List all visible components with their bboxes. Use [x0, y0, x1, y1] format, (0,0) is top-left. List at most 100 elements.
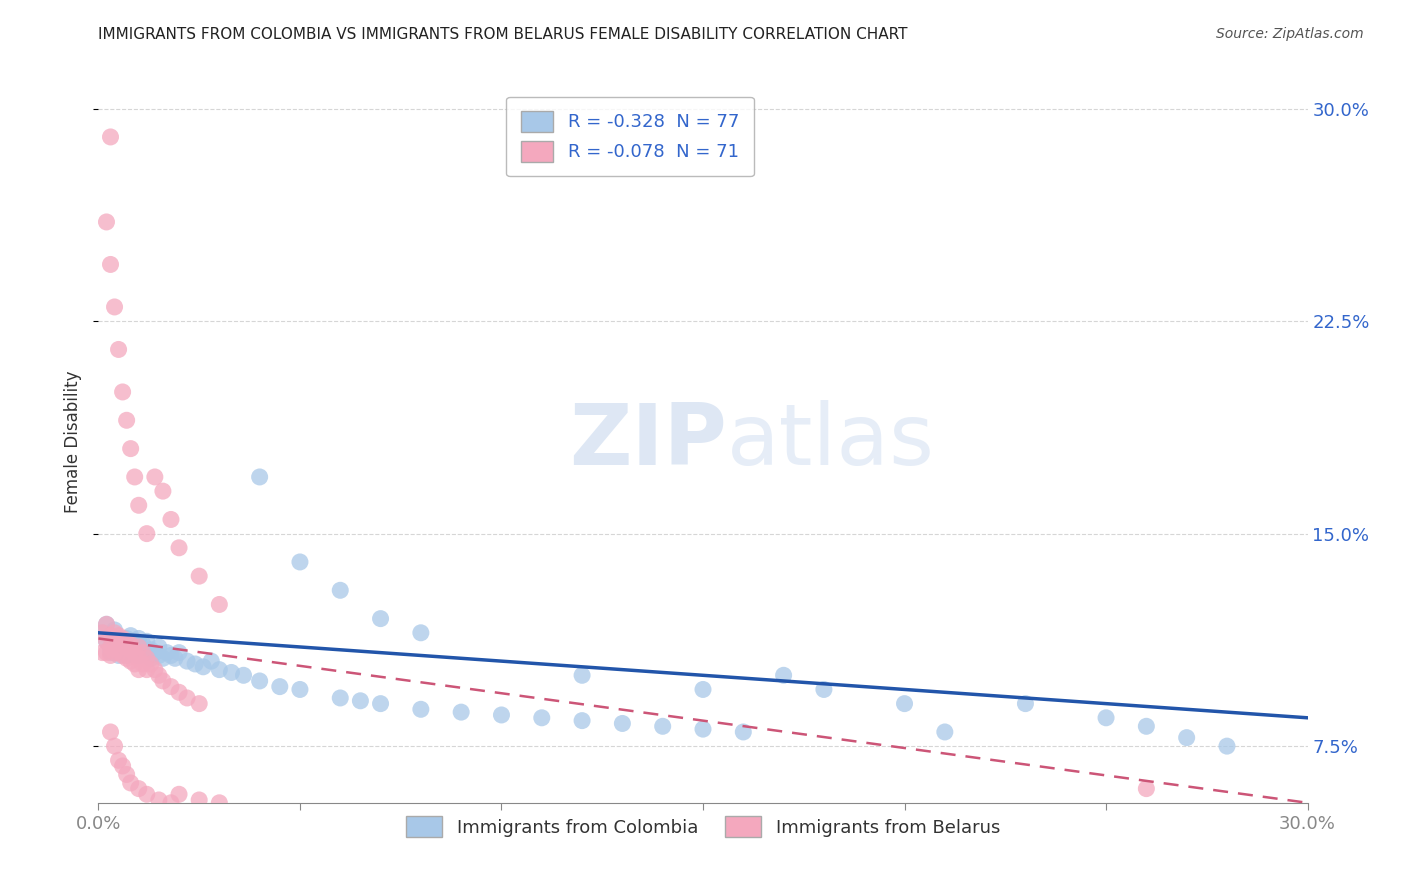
Point — [100, 257, 122, 271]
Point — [91, 646, 114, 660]
Point — [107, 634, 129, 648]
Point — [167, 646, 190, 660]
Point — [349, 694, 371, 708]
Point — [100, 629, 122, 643]
Point — [100, 648, 122, 663]
Point — [120, 637, 142, 651]
Point — [329, 583, 352, 598]
Point — [491, 708, 513, 723]
Point — [100, 640, 122, 654]
Point — [103, 646, 125, 660]
Point — [115, 640, 138, 654]
Point — [221, 665, 243, 680]
Point — [148, 793, 170, 807]
Point — [135, 634, 157, 648]
Point — [167, 541, 190, 555]
Point — [135, 526, 157, 541]
Point — [152, 484, 174, 499]
Point — [120, 776, 142, 790]
Point — [124, 470, 146, 484]
Point — [692, 722, 714, 736]
Point — [111, 632, 134, 646]
Point — [772, 668, 794, 682]
Point — [813, 682, 835, 697]
Point — [96, 617, 118, 632]
Point — [135, 651, 157, 665]
Point — [96, 215, 118, 229]
Point — [91, 625, 114, 640]
Point — [120, 637, 142, 651]
Point — [115, 413, 138, 427]
Point — [409, 625, 432, 640]
Point — [128, 663, 150, 677]
Point — [1135, 781, 1157, 796]
Point — [100, 725, 122, 739]
Point — [100, 640, 122, 654]
Point — [143, 646, 166, 660]
Point — [370, 697, 392, 711]
Point — [115, 640, 138, 654]
Point — [329, 690, 352, 705]
Point — [132, 646, 155, 660]
Point — [115, 767, 138, 781]
Point — [124, 646, 146, 660]
Point — [132, 646, 155, 660]
Text: atlas: atlas — [727, 400, 935, 483]
Point — [115, 651, 138, 665]
Point — [135, 663, 157, 677]
Point — [269, 680, 291, 694]
Point — [107, 632, 129, 646]
Point — [1216, 739, 1239, 753]
Point — [120, 646, 142, 660]
Point — [571, 714, 593, 728]
Point — [132, 657, 155, 671]
Point — [148, 640, 170, 654]
Point — [200, 654, 222, 668]
Point — [91, 625, 114, 640]
Point — [128, 781, 150, 796]
Point — [288, 682, 311, 697]
Point — [184, 657, 207, 671]
Point — [249, 470, 271, 484]
Point — [651, 719, 673, 733]
Point — [96, 634, 118, 648]
Point — [160, 512, 183, 526]
Point — [103, 625, 125, 640]
Point — [103, 739, 125, 753]
Point — [100, 130, 122, 145]
Point — [111, 634, 134, 648]
Point — [450, 705, 472, 719]
Point — [152, 673, 174, 688]
Point — [160, 680, 183, 694]
Point — [103, 637, 125, 651]
Text: IMMIGRANTS FROM COLOMBIA VS IMMIGRANTS FROM BELARUS FEMALE DISABILITY CORRELATIO: IMMIGRANTS FROM COLOMBIA VS IMMIGRANTS F… — [98, 27, 908, 42]
Point — [1095, 711, 1118, 725]
Point — [107, 648, 129, 663]
Point — [143, 470, 166, 484]
Point — [188, 793, 211, 807]
Point — [167, 787, 190, 801]
Point — [148, 668, 170, 682]
Point — [139, 651, 162, 665]
Point — [111, 646, 134, 660]
Point — [107, 629, 129, 643]
Y-axis label: Female Disability: Female Disability — [65, 370, 83, 513]
Point — [1014, 697, 1036, 711]
Point — [692, 682, 714, 697]
Point — [893, 697, 915, 711]
Point — [208, 663, 231, 677]
Point — [128, 640, 150, 654]
Point — [188, 569, 211, 583]
Point — [115, 648, 138, 663]
Point — [100, 646, 122, 660]
Point — [188, 697, 211, 711]
Point — [139, 642, 162, 657]
Point — [1175, 731, 1198, 745]
Point — [409, 702, 432, 716]
Point — [115, 634, 138, 648]
Point — [135, 646, 157, 660]
Point — [120, 642, 142, 657]
Point — [139, 657, 162, 671]
Point — [103, 623, 125, 637]
Point — [124, 657, 146, 671]
